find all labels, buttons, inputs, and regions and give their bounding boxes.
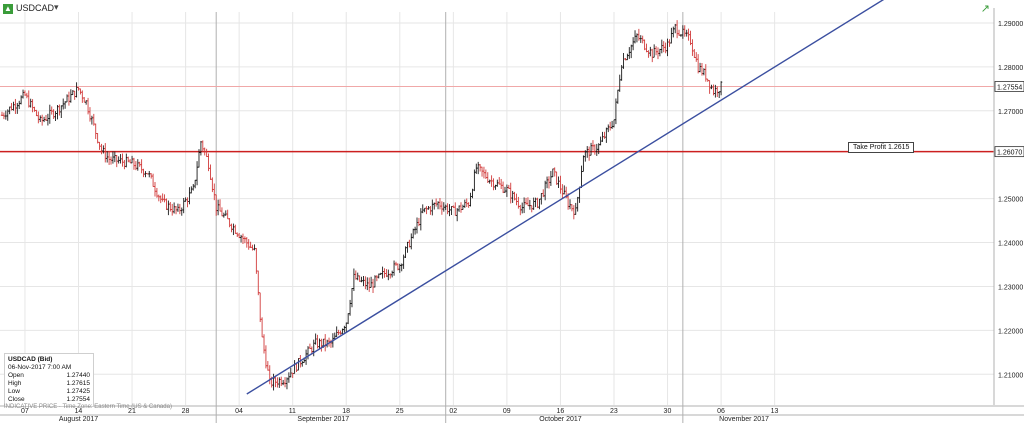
info-value: 1.27440	[66, 372, 91, 379]
month-label: October 2017	[539, 416, 582, 423]
chart-icon: ▲	[3, 4, 13, 14]
trendline-layer	[246, 0, 885, 395]
y-tick-label: 1.28000	[998, 65, 1023, 72]
info-value: 1.27554	[66, 396, 91, 403]
x-tick-label: 04	[235, 408, 243, 415]
y-tick-label: 1.24000	[998, 241, 1023, 248]
x-tick-label: 16	[556, 408, 564, 415]
take-profit-annotation: Take Profit 1.2615	[848, 142, 915, 153]
take-profit-layer: 1.26070 1.27554	[0, 81, 1024, 158]
x-tick-label: 21	[128, 408, 136, 415]
info-row-close: Close 1.27554	[8, 396, 90, 404]
axes: 1.29000 1.28000 1.27000 1.25000 1.24000 1.230…	[0, 8, 1024, 423]
info-value: 1.27615	[66, 380, 91, 387]
chart-header: ▲ USDCAD ▾ ↗	[0, 0, 1024, 18]
x-tick-label: 02	[449, 408, 457, 415]
x-tick-label: 28	[182, 408, 190, 415]
symbol-label[interactable]: USDCAD	[16, 3, 55, 13]
info-panel-datetime: 06-Nov-2017 7:00 AM	[8, 364, 72, 371]
current-price-axis-label: 1.27554	[997, 84, 1022, 91]
x-tick-label: 09	[503, 408, 511, 415]
ohlc-info-panel: USDCAD (Bid) 06-Nov-2017 7:00 AM Open 1.…	[4, 353, 94, 407]
x-tick-label: 06	[717, 408, 725, 415]
symbol-dropdown-icon[interactable]: ▾	[54, 2, 59, 12]
y-tick-label: 1.27000	[998, 109, 1023, 116]
y-tick-label: 1.29000	[998, 21, 1023, 28]
price-bars	[0, 20, 723, 391]
month-label: September 2017	[297, 416, 349, 423]
info-row-open: Open 1.27440	[8, 372, 90, 380]
info-label: High	[8, 380, 22, 387]
month-label: August 2017	[59, 416, 98, 423]
x-tick-label: 30	[664, 408, 672, 415]
x-tick-label: 13	[771, 408, 779, 415]
info-label: Close	[8, 396, 25, 403]
info-value: 1.27425	[66, 388, 91, 395]
y-tick-label: 1.23000	[998, 284, 1023, 291]
x-tick-label: 07	[21, 408, 29, 415]
info-panel-title: USDCAD (Bid)	[8, 356, 53, 363]
grid	[0, 12, 994, 423]
info-label: Open	[8, 372, 24, 379]
trendline	[246, 0, 885, 395]
x-tick-label: 18	[342, 408, 350, 415]
info-row-high: High 1.27615	[8, 380, 90, 388]
x-tick-label: 14	[75, 408, 83, 415]
y-tick-label: 1.22000	[998, 328, 1023, 335]
info-row-low: Low 1.27425	[8, 388, 90, 396]
x-tick-label: 23	[610, 408, 618, 415]
x-tick-label: 11	[289, 408, 296, 415]
month-label: November 2017	[719, 416, 769, 423]
take-profit-axis-label: 1.26070	[997, 150, 1022, 157]
y-tick-label: 1.21000	[998, 372, 1023, 379]
info-label: Low	[8, 388, 20, 395]
timezone-footnote: INDICATIVE PRICE · Time Zone: Eastern Ti…	[4, 404, 172, 410]
expand-arrow-icon[interactable]: ↗	[980, 3, 990, 15]
take-profit-axis-tag	[994, 146, 1024, 158]
current-price-axis-tag	[994, 81, 1024, 92]
y-tick-label: 1.25000	[998, 197, 1023, 204]
x-tick-label: 25	[396, 408, 404, 415]
